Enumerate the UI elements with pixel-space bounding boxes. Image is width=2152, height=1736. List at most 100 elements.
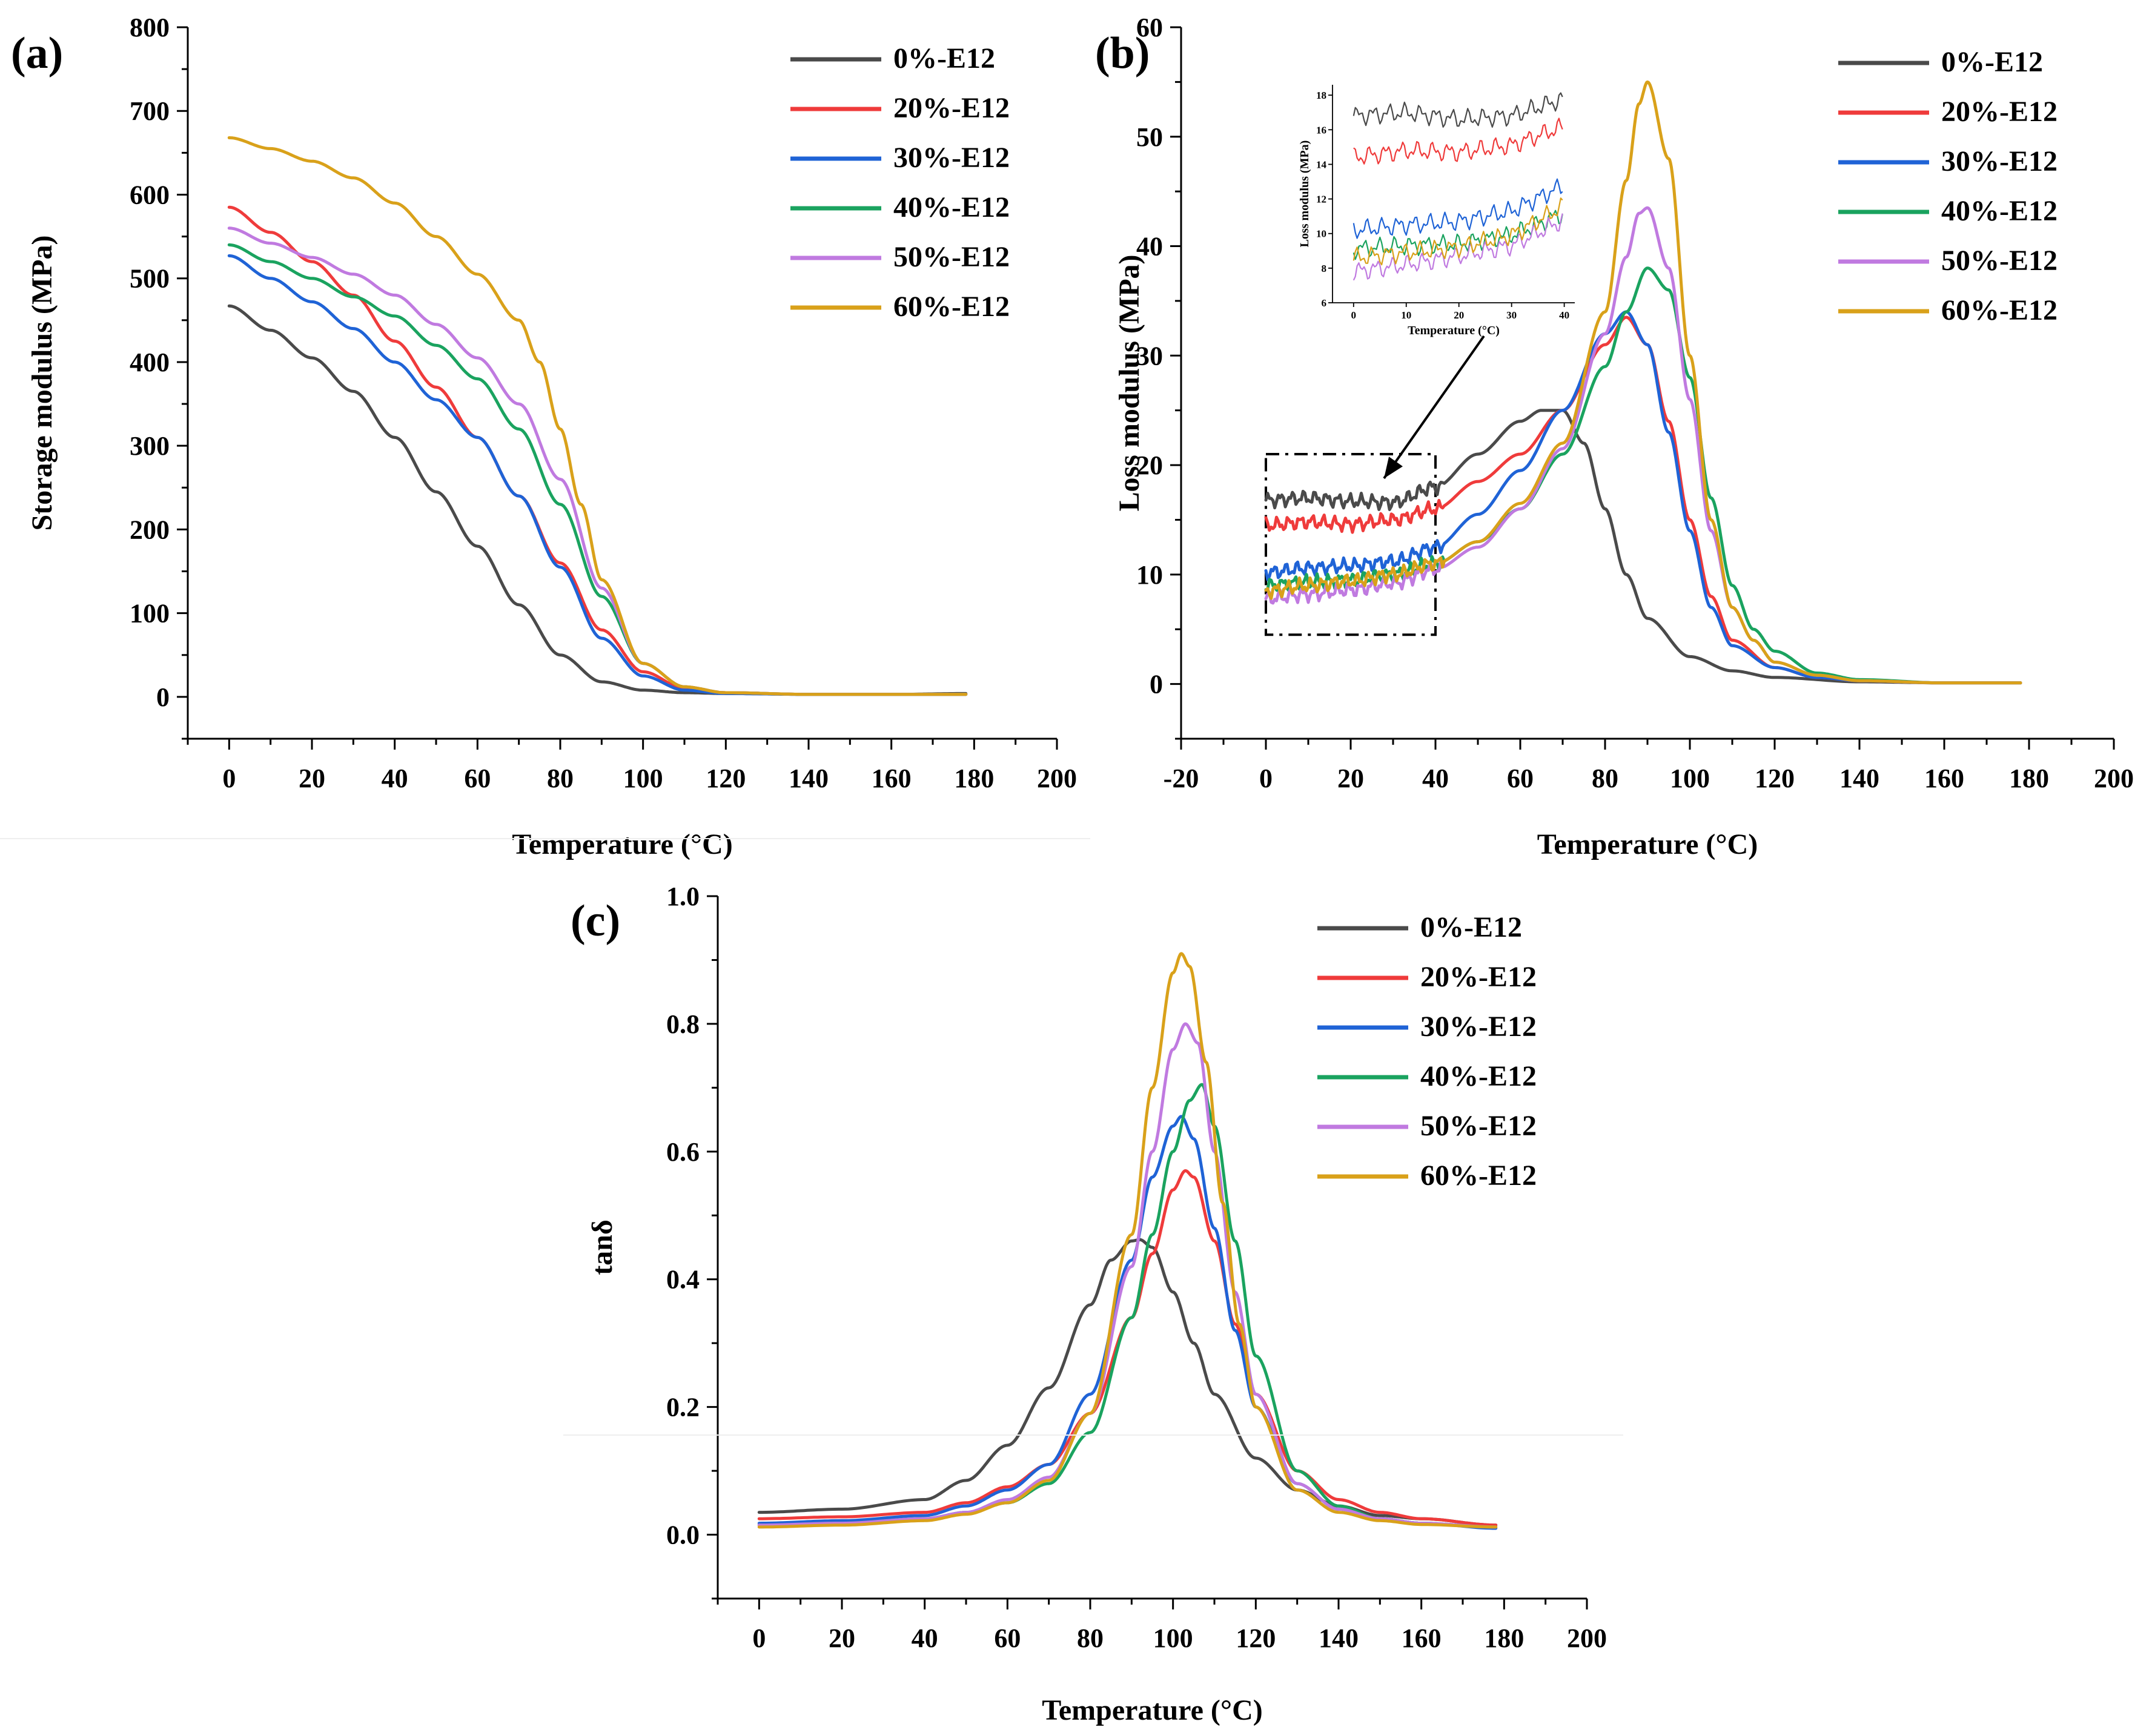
x-tick-label: 100	[1670, 764, 1710, 793]
y-tick-label: 0.0	[666, 1520, 700, 1550]
x-tick-label: 80	[1077, 1623, 1104, 1653]
x-tick-label: 140	[789, 764, 829, 793]
x-tick-label: 160	[872, 764, 912, 793]
x-tick-label: 180	[954, 764, 994, 793]
y-tick-label: 10	[1136, 560, 1163, 590]
y-tick-label: 0.8	[666, 1009, 700, 1039]
inset-y-tick-label: 10	[1316, 228, 1326, 240]
legend-entry: 30%-E12	[1941, 145, 2058, 177]
x-tick-label: 20	[829, 1623, 855, 1653]
x-axis-label: Temperature (°C)	[1042, 1694, 1262, 1726]
x-tick-label: 200	[1037, 764, 1077, 793]
y-tick-label: 40	[1136, 232, 1163, 262]
x-tick-label: 140	[1839, 764, 1879, 793]
panel-a: 0 20 40 60 80 100 120 140 160 180 200 0 100 200 300 400…	[11, 13, 1077, 860]
y-tick-label: 0.6	[666, 1137, 700, 1167]
legend-entry: 40%-E12	[893, 191, 1010, 223]
inset-y-tick-label: 8	[1322, 263, 1327, 274]
inset-x-tick-label: 0	[1351, 309, 1357, 321]
legend-entry: 20%-E12	[893, 92, 1010, 124]
series-line-20%-E12	[1264, 315, 2022, 685]
panel-label: (b)	[1095, 28, 1150, 78]
y-tick-label: 500	[130, 264, 170, 294]
y-tick-label: 1.0	[666, 882, 700, 911]
inset-x-tick-label: 10	[1401, 309, 1411, 321]
x-tick-label: 60	[464, 764, 491, 793]
panel-label: (c)	[571, 896, 620, 946]
y-axis-label: Storage modulus (MPa)	[26, 236, 58, 531]
x-tick-label: 140	[1319, 1623, 1359, 1653]
legend-entry: 20%-E12	[1941, 96, 2058, 128]
legend: 0%-E12 20%-E12 30%-E12 40%-E12 50%-E12 60%-E1…	[790, 42, 1010, 323]
legend-entry: 40%-E12	[1941, 195, 2058, 227]
x-tick-label: 0	[752, 1623, 766, 1653]
y-tick-label: 400	[130, 348, 170, 377]
x-tick-label: 160	[1402, 1623, 1442, 1653]
x-tick-label: 60	[994, 1623, 1021, 1653]
x-tick-label: 120	[1236, 1623, 1276, 1653]
series-line-50%-E12	[227, 226, 968, 696]
inset-y-tick-label: 12	[1316, 194, 1326, 205]
y-tick-label: 200	[130, 515, 170, 544]
legend-entry: 0%-E12	[1420, 911, 1522, 943]
y-tick-label: 300	[130, 431, 170, 461]
zoom-arrow-head	[1384, 457, 1403, 478]
x-tick-label: -20	[1164, 764, 1199, 793]
y-tick-label: 0	[1150, 670, 1163, 699]
inset-y-tick-label: 16	[1316, 124, 1326, 136]
y-tick-label: 700	[130, 96, 170, 126]
inset-series-line-30%-E12	[1352, 178, 1563, 239]
x-tick-label: 20	[1337, 764, 1364, 793]
series-line-20%-E12	[227, 205, 968, 696]
x-tick-label: 60	[1507, 764, 1534, 793]
y-tick-label: 60	[1136, 13, 1163, 42]
x-tick-label: 160	[1924, 764, 1964, 793]
x-tick-label: 40	[1422, 764, 1449, 793]
y-axis-label: Loss modulus (MPa)	[1113, 254, 1145, 511]
x-tick-label: 80	[1592, 764, 1618, 793]
series-line-60%-E12	[757, 952, 1498, 1529]
y-axis-label: tanδ	[586, 1219, 618, 1275]
zoom-arrow	[1383, 335, 1485, 480]
inset-series-line-20%-E12	[1353, 117, 1563, 165]
inset-x-tick-label: 20	[1454, 309, 1464, 321]
y-tick-label: 100	[130, 599, 170, 629]
series-line-20%-E12	[757, 1169, 1498, 1527]
zoom-box	[1265, 453, 1437, 636]
x-tick-label: 180	[1484, 1623, 1524, 1653]
legend-entry: 30%-E12	[1420, 1011, 1537, 1043]
legend-entry: 20%-E12	[1420, 961, 1537, 993]
series-line-50%-E12	[757, 1022, 1498, 1529]
legend-entry: 40%-E12	[1420, 1060, 1537, 1092]
x-tick-label: 120	[1755, 764, 1795, 793]
series-line-60%-E12	[227, 136, 968, 696]
inset-series-line-60%-E12	[1352, 197, 1563, 266]
x-tick-label: 40	[912, 1623, 938, 1653]
y-tick-label: 800	[130, 13, 170, 42]
x-tick-label: 20	[299, 764, 325, 793]
legend-entry: 60%-E12	[1941, 294, 2058, 326]
x-axis-label: Temperature (°C)	[512, 828, 732, 860]
legend: 0%-E12 20%-E12 30%-E12 40%-E12 50%-E12 60%-E1…	[1838, 46, 2058, 326]
legend-entry: 0%-E12	[1941, 46, 2043, 78]
inset-x-tick-label: 30	[1506, 309, 1517, 321]
inset-x-label: Temperature (°C)	[1408, 324, 1500, 337]
y-tick-label: 0.4	[666, 1265, 700, 1295]
inset-background	[1296, 79, 1587, 357]
legend-entry: 60%-E12	[893, 291, 1010, 323]
x-tick-label: 180	[2009, 764, 2049, 793]
series-line-60%-E12	[1264, 80, 2022, 685]
x-tick-label: 0	[222, 764, 236, 793]
x-axis-label: Temperature (°C)	[1537, 828, 1758, 860]
series-line-40%-E12	[757, 1083, 1498, 1529]
inset-series-line-0%-E12	[1352, 92, 1563, 128]
panel-b: -20 0 20 40 60 80 100 120 140 160 180 2000102030405…	[1095, 13, 2134, 860]
y-tick-label: 30	[1136, 341, 1163, 371]
y-tick-label: 0.2	[666, 1393, 700, 1422]
legend-entry: 50%-E12	[1420, 1110, 1537, 1142]
x-tick-label: 100	[623, 764, 663, 793]
series-line-0%-E12	[757, 1238, 1498, 1527]
x-tick-label: 200	[1567, 1623, 1607, 1653]
legend-entry: 50%-E12	[1941, 245, 2058, 277]
legend: 0%-E12 20%-E12 30%-E12 40%-E12 50%-E12 60%-E1…	[1317, 911, 1537, 1192]
